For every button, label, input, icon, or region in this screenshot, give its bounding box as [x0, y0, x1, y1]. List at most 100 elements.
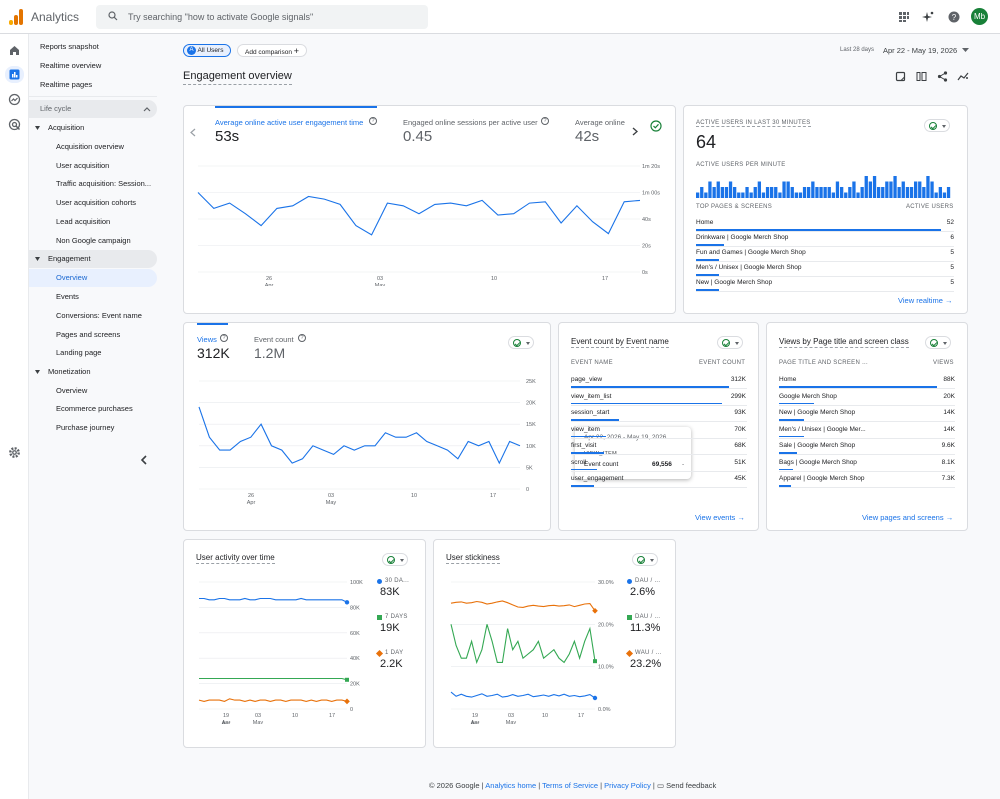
table-row-name[interactable]: Bags | Google Merch Shop [779, 458, 857, 466]
view-realtime-link[interactable]: View realtime → [898, 296, 952, 305]
edit-report-icon[interactable] [895, 71, 906, 82]
realtime-compare-toggle[interactable] [924, 119, 950, 132]
apps-grid-icon[interactable] [898, 11, 910, 23]
table-row-name[interactable]: session_start [571, 409, 610, 416]
nav-engagement-overview[interactable]: Overview [56, 273, 88, 282]
home-icon[interactable] [8, 44, 21, 57]
series-line [450, 624, 596, 665]
reports-icon[interactable] [8, 68, 21, 81]
metric-tab-views[interactable]: Views [197, 335, 217, 344]
pages-compare-toggle[interactable] [925, 336, 951, 349]
table-row-name[interactable]: first_visit [571, 442, 597, 449]
view-pages-link[interactable]: View pages and screens → [862, 513, 953, 522]
help-icon[interactable]: ? [948, 11, 960, 23]
compare-columns-icon[interactable] [916, 71, 927, 82]
next-metric-chevron-icon[interactable] [632, 127, 638, 136]
realtime-card: ACTIVE USERS IN LAST 30 MINUTES 64 ACTIV… [683, 105, 968, 314]
nav-monetization-overview[interactable]: Overview [56, 386, 88, 395]
nav-user-acquisition-cohorts[interactable]: User acquisition cohorts [56, 198, 137, 207]
segment-chip-all-users[interactable]: A All Users [183, 44, 232, 57]
table-row-name[interactable]: New | Google Merch Shop [696, 279, 773, 286]
series-end-marker [592, 695, 598, 701]
footer-analytics-home-link[interactable]: Analytics home [485, 781, 537, 790]
row-divider [779, 404, 955, 406]
table-row-name[interactable]: Google Merch Shop [779, 392, 837, 400]
table-row-name[interactable]: Men's / Unisex | Google Mer... [779, 425, 866, 433]
search-input[interactable]: Try searching "how to activate Google si… [96, 5, 428, 29]
caret-down-icon[interactable] [35, 370, 40, 374]
stickiness-compare-toggle[interactable] [632, 553, 658, 566]
collapse-chevron-left-icon[interactable] [140, 455, 148, 465]
table-row-name[interactable]: page_view [571, 376, 603, 383]
metric-tab-engaged-sessions[interactable]: Engaged online sessions per active user [403, 118, 538, 127]
table-row-name[interactable]: view_item [571, 425, 600, 433]
footer-terms-link[interactable]: Terms of Service [542, 781, 598, 790]
table-row-name[interactable]: scroll [571, 458, 587, 466]
realtime-bar [848, 187, 852, 198]
add-comparison-button[interactable]: Add comparison + [237, 44, 308, 57]
nav-monetization[interactable]: Monetization [48, 367, 91, 376]
table-row-name[interactable]: Sale | Google Merch Shop [779, 442, 856, 449]
nav-lead-acquisition[interactable]: Lead acquisition [56, 217, 111, 226]
table-row-name[interactable]: Home [779, 376, 797, 383]
nav-realtime-pages[interactable]: Realtime pages [40, 80, 93, 89]
nav-realtime-overview[interactable]: Realtime overview [40, 61, 102, 70]
nav-events[interactable]: Events [56, 292, 79, 301]
footer-send-feedback-link[interactable]: Send feedback [666, 781, 717, 790]
realtime-bar [704, 192, 708, 198]
settings-gear-icon[interactable] [8, 446, 21, 459]
table-row-name[interactable]: Men's / Unisex | Google Merch Shop [696, 264, 802, 271]
metric-tab-engagement-time[interactable]: Average online active user engagement ti… [215, 118, 364, 127]
table-row-name[interactable]: user_engagement [571, 475, 624, 482]
insights-icon[interactable] [957, 71, 969, 82]
avatar[interactable]: Mb [971, 8, 988, 25]
explore-icon[interactable] [8, 93, 21, 106]
metric-tab-average-online[interactable]: Average online [575, 118, 625, 127]
views-compare-toggle[interactable] [508, 336, 534, 349]
sparkle-icon[interactable] [922, 11, 934, 23]
metric-tab-event-count[interactable]: Event count [254, 335, 294, 344]
nav-acquisition-overview[interactable]: Acquisition overview [56, 142, 124, 151]
table-row-value: 93K [734, 409, 746, 416]
nav-ecommerce-purchases[interactable]: Ecommerce purchases [56, 404, 133, 413]
series-line [199, 677, 348, 681]
table-row-name[interactable]: Drinkware | Google Merch Shop [696, 234, 789, 241]
date-range-picker[interactable]: Apr 22 - May 19, 2026 [883, 46, 958, 55]
legend-marker [377, 579, 382, 584]
table-row-name[interactable]: New | Google Merch Shop [779, 409, 856, 416]
caret-down-icon[interactable] [35, 126, 40, 130]
help-icon[interactable]: ? [541, 117, 549, 125]
caret-down-icon[interactable] [35, 257, 40, 261]
nav-traffic-acquisition[interactable]: Traffic acquisition: Session... [56, 179, 152, 188]
nav-lifecycle[interactable]: Life cycle [40, 104, 72, 113]
chevron-up-icon[interactable] [143, 106, 151, 112]
table-row-name[interactable]: Apparel | Google Merch Shop [779, 475, 865, 482]
nav-conversions[interactable]: Conversions: Event name [56, 311, 142, 320]
svg-text:?: ? [952, 13, 957, 22]
nav-reports-snapshot[interactable]: Reports snapshot [40, 42, 99, 51]
footer-privacy-link[interactable]: Privacy Policy [604, 781, 651, 790]
nav-pages-and-screens[interactable]: Pages and screens [56, 330, 121, 339]
nav-non-google-campaign[interactable]: Non Google campaign [56, 236, 131, 245]
view-events-link[interactable]: View events → [695, 513, 745, 522]
help-icon[interactable]: ? [298, 334, 306, 342]
table-row-value: 312K [730, 376, 746, 383]
activity-compare-toggle[interactable] [382, 553, 408, 566]
nav-acquisition[interactable]: Acquisition [48, 123, 85, 132]
user-activity-title: User activity over time [196, 553, 275, 564]
nav-landing-page[interactable]: Landing page [56, 348, 102, 357]
check-circle-icon[interactable] [650, 120, 662, 132]
nav-user-acquisition[interactable]: User acquisition [56, 161, 110, 170]
table-row-name[interactable]: Fun and Games | Google Merch Shop [696, 249, 806, 256]
prev-metric-chevron-icon[interactable] [190, 128, 196, 137]
advertising-icon[interactable] [8, 118, 21, 131]
date-dropdown-icon[interactable] [962, 48, 969, 53]
events-compare-toggle[interactable] [717, 336, 743, 349]
table-row-name[interactable]: Home [696, 219, 714, 226]
nav-purchase-journey[interactable]: Purchase journey [56, 423, 115, 432]
help-icon[interactable]: ? [369, 117, 377, 125]
nav-engagement[interactable]: Engagement [48, 254, 91, 263]
table-row-name[interactable]: view_item_list [571, 392, 612, 400]
share-icon[interactable] [937, 71, 948, 82]
help-icon[interactable]: ? [220, 334, 228, 342]
